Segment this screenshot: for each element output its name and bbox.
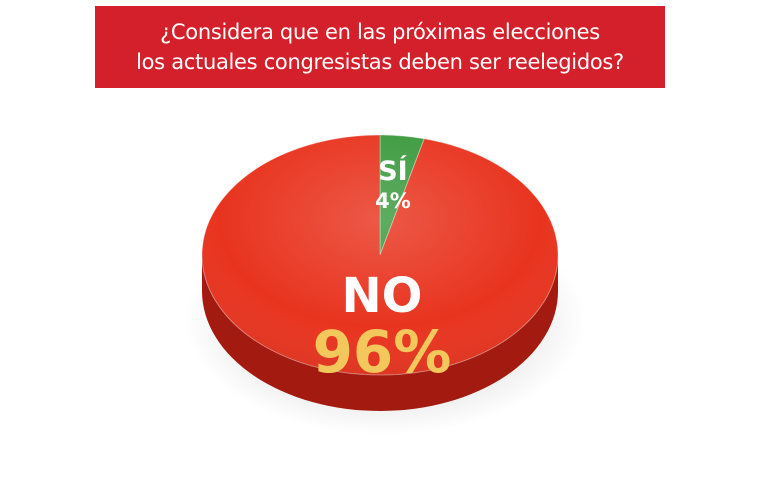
slice-label-no: NO [342, 268, 423, 324]
pie-slices [201, 134, 559, 411]
slice-label-si: SÍ [378, 155, 408, 187]
slice-value-si: 4% [375, 189, 411, 213]
pie-top-shading [202, 135, 558, 375]
pie-side-no-0 [202, 255, 558, 411]
title-line-2: los actuales congresistas deben ser reel… [136, 50, 624, 74]
title-banner: ¿Considera que en las próximas eleccione… [95, 6, 665, 88]
title-line-1: ¿Considera que en las próximas eleccione… [160, 20, 600, 44]
slice-value-no: 96% [313, 318, 452, 386]
